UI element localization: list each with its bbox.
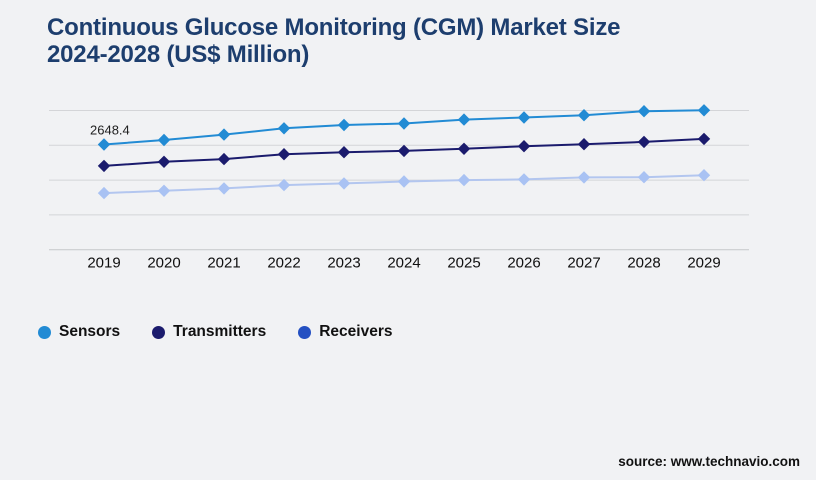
data-point-receivers-2021 [217,182,231,195]
x-axis-label: 2027 [567,255,600,272]
data-point-receivers-2026 [517,173,531,186]
data-point-receivers-2024 [397,175,411,188]
data-point-sensors-2022 [277,122,291,135]
legend-marker-transmitters-icon [152,325,166,339]
data-point-transmitters-2019 [97,159,111,173]
legend-marker-receivers-icon [298,325,312,339]
data-point-sensors-2028 [637,105,651,118]
data-point-sensors-2027 [577,109,591,122]
data-point-receivers-2023 [337,177,351,190]
data-point-transmitters-2020 [157,155,171,168]
x-axis-label: 2022 [267,255,300,272]
data-point-transmitters-2023 [337,146,351,159]
legend: Sensors Transmitters Receivers [38,323,392,341]
data-point-sensors-2025 [457,113,471,126]
line-chart: 2019 2020 2021 2022 2023 2024 2025 2026 2027 2028… [49,104,749,272]
x-axis-label: 2026 [507,255,540,272]
data-point-transmitters-2029 [697,132,711,146]
data-label-sensors-2019: 2648.4 [90,122,130,137]
x-axis-label: 2024 [387,255,420,272]
data-point-transmitters-2021 [217,152,231,166]
data-point-transmitters-2025 [457,142,471,155]
data-point-receivers-2029 [697,169,711,182]
data-point-transmitters-2024 [397,144,411,158]
x-axis-label: 2019 [87,255,120,272]
data-point-receivers-2027 [577,171,591,184]
source-attribution: source: www.technavio.com [618,454,800,469]
data-point-receivers-2028 [637,171,651,184]
legend-marker-sensors-icon [38,325,51,339]
legend-item-receivers: Receivers [298,323,392,341]
legend-item-transmitters: Transmitters [152,323,266,341]
x-axis-label: 2028 [627,255,660,272]
data-point-transmitters-2026 [517,140,531,153]
data-point-receivers-2025 [457,173,471,187]
x-axis-label: 2029 [687,255,720,272]
legend-label-receivers: Receivers [319,323,393,340]
data-point-transmitters-2027 [577,138,591,151]
x-axis-label: 2025 [447,255,480,272]
x-axis-label: 2020 [147,255,180,272]
data-point-transmitters-2028 [637,135,651,149]
data-point-receivers-2022 [277,178,291,192]
legend-label-sensors: Sensors [59,323,121,340]
data-point-sensors-2020 [157,133,171,147]
x-axis-label: 2023 [327,255,360,272]
x-axis-label: 2021 [207,255,240,272]
data-point-sensors-2024 [397,117,411,130]
data-point-receivers-2020 [157,184,171,197]
data-point-sensors-2023 [337,118,351,132]
data-point-sensors-2029 [697,104,711,117]
data-point-sensors-2026 [517,111,531,124]
chart-title: Continuous Glucose Monitoring (CGM) Mark… [47,14,621,68]
legend-item-sensors: Sensors [38,323,120,341]
data-point-sensors-2021 [217,128,231,141]
legend-label-transmitters: Transmitters [173,323,267,340]
data-point-sensors-2019 [97,138,111,151]
data-point-transmitters-2022 [277,148,291,161]
data-point-receivers-2019 [97,186,111,200]
